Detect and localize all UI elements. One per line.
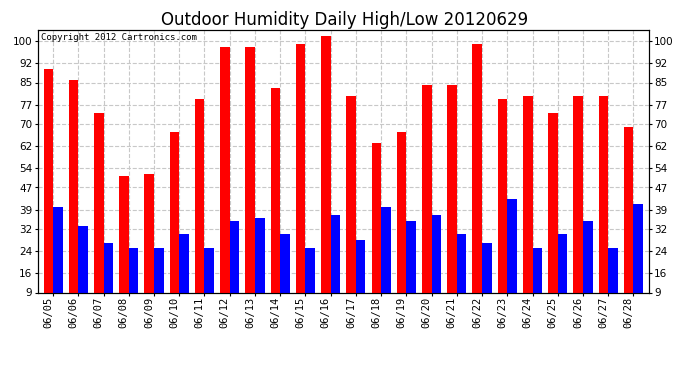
Bar: [356, 240, 366, 317]
Bar: [179, 234, 189, 317]
Bar: [548, 113, 558, 317]
Bar: [371, 143, 381, 317]
Bar: [270, 88, 280, 317]
Bar: [306, 248, 315, 317]
Bar: [608, 248, 618, 317]
Bar: [523, 96, 533, 317]
Bar: [321, 36, 331, 317]
Bar: [599, 96, 608, 317]
Bar: [204, 248, 214, 317]
Bar: [79, 226, 88, 317]
Bar: [346, 96, 356, 317]
Bar: [381, 207, 391, 317]
Bar: [43, 69, 53, 317]
Bar: [154, 248, 164, 317]
Text: Outdoor Humidity Daily High/Low 20120629: Outdoor Humidity Daily High/Low 20120629: [161, 11, 529, 29]
Bar: [507, 198, 517, 317]
Bar: [255, 218, 264, 317]
Bar: [170, 132, 179, 317]
Bar: [431, 215, 441, 317]
Bar: [406, 220, 416, 317]
Bar: [482, 243, 492, 317]
Bar: [331, 215, 340, 317]
Bar: [220, 46, 230, 317]
Bar: [94, 113, 104, 317]
Bar: [230, 220, 239, 317]
Bar: [583, 220, 593, 317]
Bar: [457, 234, 466, 317]
Bar: [104, 243, 113, 317]
Bar: [473, 44, 482, 317]
Bar: [447, 85, 457, 317]
Bar: [195, 99, 204, 317]
Bar: [119, 177, 129, 317]
Bar: [69, 80, 79, 317]
Bar: [144, 174, 154, 317]
Bar: [246, 46, 255, 317]
Bar: [53, 207, 63, 317]
Bar: [558, 234, 567, 317]
Bar: [296, 44, 306, 317]
Bar: [422, 85, 431, 317]
Bar: [624, 127, 633, 317]
Bar: [573, 96, 583, 317]
Bar: [129, 248, 139, 317]
Bar: [633, 204, 643, 317]
Bar: [533, 248, 542, 317]
Bar: [280, 234, 290, 317]
Bar: [397, 132, 406, 317]
Bar: [497, 99, 507, 317]
Text: Copyright 2012 Cartronics.com: Copyright 2012 Cartronics.com: [41, 33, 197, 42]
